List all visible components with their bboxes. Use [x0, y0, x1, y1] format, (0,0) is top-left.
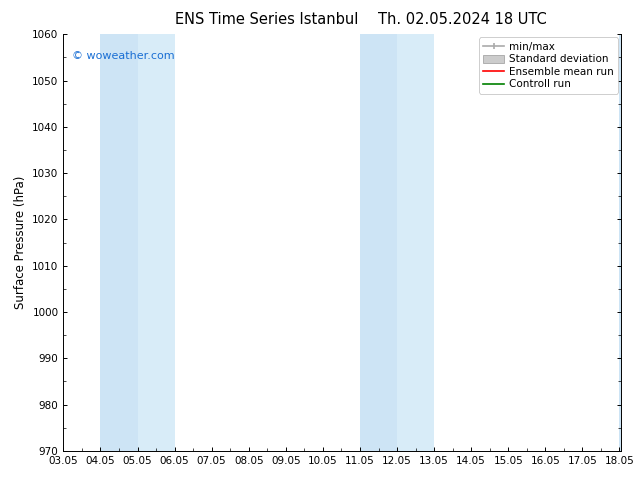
Legend: min/max, Standard deviation, Ensemble mean run, Controll run: min/max, Standard deviation, Ensemble me…	[479, 37, 618, 94]
Bar	[397, 34, 434, 451]
Bar	[360, 34, 397, 451]
Y-axis label: Surface Pressure (hPa): Surface Pressure (hPa)	[14, 176, 27, 309]
Bar	[138, 34, 174, 451]
Bar	[619, 34, 622, 451]
Bar	[100, 34, 138, 451]
Text: ENS Time Series Istanbul: ENS Time Series Istanbul	[174, 12, 358, 27]
Text: © woweather.com: © woweather.com	[72, 51, 174, 61]
Text: Th. 02.05.2024 18 UTC: Th. 02.05.2024 18 UTC	[378, 12, 547, 27]
